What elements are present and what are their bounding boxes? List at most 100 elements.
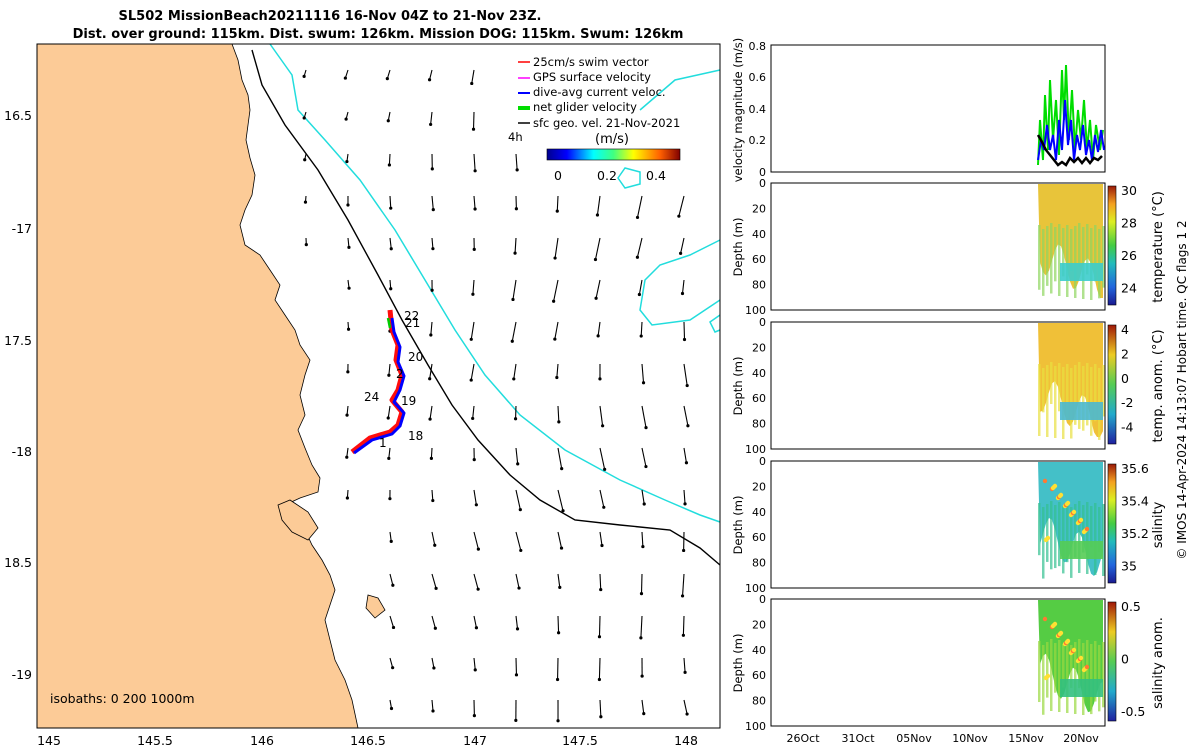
isobaths-label: isobaths: 0 200 1000m [50,691,195,706]
vector-arrow [430,321,433,336]
colorbar-tick-1: 0.2 [597,168,617,183]
vector-arrow-head [430,167,434,171]
isobath-1000m [709,314,721,333]
vector-arrow-head [603,467,607,471]
isobath-1000m [639,239,721,326]
section-streak [1054,505,1057,569]
section-streak [1074,642,1077,714]
legend-sfc-geo: sfc geo. vel. 21-Nov-2021 [533,116,680,130]
vector-arrow-head [641,544,645,549]
vector-arrow-head [343,76,347,80]
vector-arrow [599,531,603,546]
footer-credit: © IMOS 14-Apr-2024 14:13:07 Hobart time.… [1175,220,1189,559]
section-streak [1094,225,1097,282]
vector-arrow [557,405,560,422]
vector-arrow [678,195,685,217]
map-x-tick: 146 [250,733,274,748]
vector-arrow [431,573,437,589]
depth-tick: 100 [745,304,766,317]
date-tick: 15Nov [1008,732,1044,745]
vector-arrow-head [387,373,391,377]
depth-tick: 60 [752,531,766,544]
vector-arrow-head [680,594,685,598]
section-streak [1102,504,1105,576]
vector-arrow [389,195,392,209]
title-line-2: Dist. over ground: 115km. Dist. swum: 12… [73,27,684,42]
section-streak [1094,503,1097,575]
title-line-1: SL502 MissionBeach20211116 16-Nov 04Z to… [119,9,542,24]
vector-arrow-head [345,159,349,164]
legend-swim-vector: 25cm/s swim vector [533,55,649,69]
vector-arrow [683,657,686,673]
vector-arrow [389,573,394,586]
map-x-tick: 146.5 [350,733,386,748]
colorbar-tick: 35.2 [1121,526,1149,541]
section-streak [1038,364,1041,436]
colorbar-label: salinity anom. [1151,617,1166,709]
date-tick: 31Oct [841,732,875,745]
vector-arrow-head [476,587,480,591]
section-streak [1062,228,1065,277]
isobath-1000m [639,69,721,111]
section-streak [1054,366,1057,438]
section-streak [1066,503,1069,563]
vector-arrow [473,531,479,550]
map-y-tick: 16.5 [4,108,32,123]
vector-arrow-head [387,163,391,167]
section-streak [1082,366,1085,431]
section-streak [1078,223,1081,268]
vector-arrow-head [430,288,434,292]
series-sfc-geo-velocity [1036,134,1103,167]
vector-arrow [638,279,643,295]
vector-arrow [640,615,643,638]
map-panel: 22 21 20 2 24 19 18 1 25cm/s swim vector… [4,43,721,748]
legend-net-glider: net glider velocity [533,100,637,114]
vector-arrow [641,489,645,505]
section-streak [1042,229,1045,296]
section-streak [1082,505,1085,553]
depth-tick: 100 [745,443,766,456]
section-panel: 0 20 40 60 80 100 Depth (m) 30 28 26 24 temperature… [731,177,1166,317]
map-y-axis: 16.5 -17 17.5 -18 18.5 -19 [4,108,32,682]
vector-arrow-head [472,458,476,462]
vector-arrow-head [561,509,565,513]
section-streak [1038,225,1041,290]
vector-arrow-head [473,668,477,672]
track-label-21: 21 [405,316,420,330]
vector-arrow [431,615,436,629]
y-tick: 0 [759,166,766,179]
y-tick: 0.8 [749,40,767,53]
vector-arrow [514,237,517,254]
vector-arrow [557,447,563,469]
vector-arrow-head [685,712,689,716]
vector-arrow-head [510,339,514,343]
vector-arrow [431,531,436,546]
section-streak [1050,362,1053,405]
colorbar-tick: 30 [1121,183,1137,198]
sample-dot [1084,526,1090,532]
colorbar-tick: 2 [1121,346,1129,361]
vector-arrow-head [641,381,646,385]
vector-arrow-head [600,543,604,548]
section-streak [1102,226,1105,288]
vector-arrow [680,237,685,254]
sample-dot [1071,509,1077,515]
colorbar-tick: 35.6 [1121,461,1149,476]
colorbar-tick: -2 [1121,395,1133,410]
vector-arrow [641,405,647,428]
section-panel: 0 20 40 60 80 100 Depth (m) 0.5 0 -0.5 salinity an… [731,593,1166,733]
vector-arrow-head [599,587,603,592]
vector-arrow-head [515,168,519,172]
sample-dot [1065,638,1071,644]
vector-arrow [597,321,601,336]
vector-arrow-head [345,455,349,459]
vector-arrow-head [552,299,556,303]
vector-arrow-head [683,502,687,506]
vector-arrow-head [471,292,475,296]
vector-arrow [431,489,434,501]
vector-arrow-head [303,158,307,162]
vector-arrow [512,279,517,300]
vector-arrow-head [302,74,306,78]
